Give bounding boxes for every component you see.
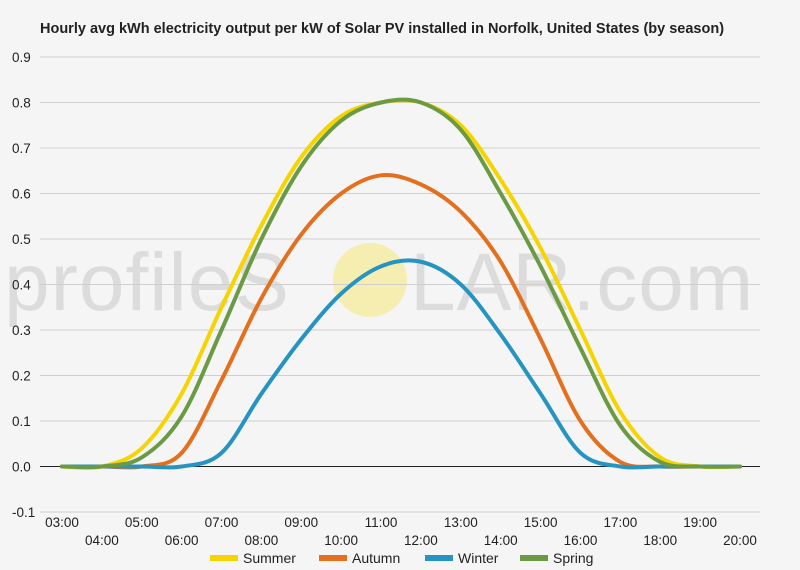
legend-swatch — [319, 555, 347, 561]
grid-lines — [40, 56, 760, 513]
x-tick-label: 05:00 — [125, 515, 159, 530]
x-axis-ticks: 03:00 04:00 05:00 06:00 07:00 08:00 09:00 10:00… — [45, 515, 757, 548]
x-tick-label: 08:00 — [245, 533, 279, 548]
x-tick-label: 04:00 — [85, 533, 119, 548]
x-tick-label: 11:00 — [365, 515, 398, 530]
x-tick-label: 07:00 — [205, 515, 239, 530]
x-tick-label: 17:00 — [603, 515, 637, 530]
legend-label: Spring — [553, 550, 593, 566]
legend-item-autumn: Autumn — [319, 550, 400, 566]
y-tick-label: 0.6 — [12, 187, 31, 202]
y-tick-label: 0.8 — [12, 96, 31, 111]
series-line-spring — [60, 97, 742, 470]
y-tick-label: 0.4 — [12, 278, 31, 293]
chart-title: Hourly avg kWh electricity output per kW… — [40, 21, 724, 37]
x-tick-label: 20:00 — [723, 533, 757, 548]
legend-label: Winter — [458, 550, 499, 566]
x-tick-label: 12:00 — [404, 533, 438, 548]
legend-item-spring: Spring — [520, 550, 593, 566]
x-tick-label: 15:00 — [524, 515, 558, 530]
legend-label: Summer — [243, 550, 296, 566]
x-tick-label: 19:00 — [683, 515, 717, 530]
legend-item-summer: Summer — [210, 550, 296, 566]
y-tick-label: 0.3 — [12, 323, 31, 338]
series-line-autumn — [60, 173, 742, 470]
x-tick-label: 14:00 — [484, 533, 518, 548]
x-tick-label: 10:00 — [324, 533, 358, 548]
legend-swatch — [210, 555, 238, 561]
y-tick-label: -0.1 — [12, 505, 35, 520]
legend: Summer Autumn Winter Spring — [210, 550, 593, 566]
y-tick-label: 0.7 — [12, 141, 31, 156]
y-tick-label: 0.5 — [12, 232, 31, 247]
watermark-sun-icon — [333, 243, 407, 317]
x-tick-label: 09:00 — [284, 515, 318, 530]
legend-swatch — [425, 555, 453, 561]
y-tick-label: 0.2 — [12, 369, 31, 384]
x-tick-label: 13:00 — [444, 515, 478, 530]
y-tick-label: 0.9 — [12, 50, 31, 65]
legend-swatch — [520, 555, 548, 561]
legend-item-winter: Winter — [425, 550, 499, 566]
watermark-text-right: LAR.com — [410, 237, 754, 328]
x-tick-label: 03:00 — [45, 515, 79, 530]
profilesolar-watermark: profileS LAR.com — [4, 237, 754, 328]
legend-label: Autumn — [352, 550, 400, 566]
x-tick-label: 06:00 — [165, 533, 199, 548]
x-tick-label: 18:00 — [643, 533, 677, 548]
y-tick-label: 0.0 — [12, 460, 31, 475]
series-line-winter — [60, 258, 742, 470]
series-lines — [60, 97, 742, 470]
x-tick-label: 16:00 — [564, 533, 598, 548]
y-tick-label: 0.1 — [12, 414, 31, 429]
y-axis-ticks: -0.1 0.0 0.1 0.2 0.3 0.4 0.5 0.6 0.7 0.8 0.9 — [12, 50, 35, 520]
